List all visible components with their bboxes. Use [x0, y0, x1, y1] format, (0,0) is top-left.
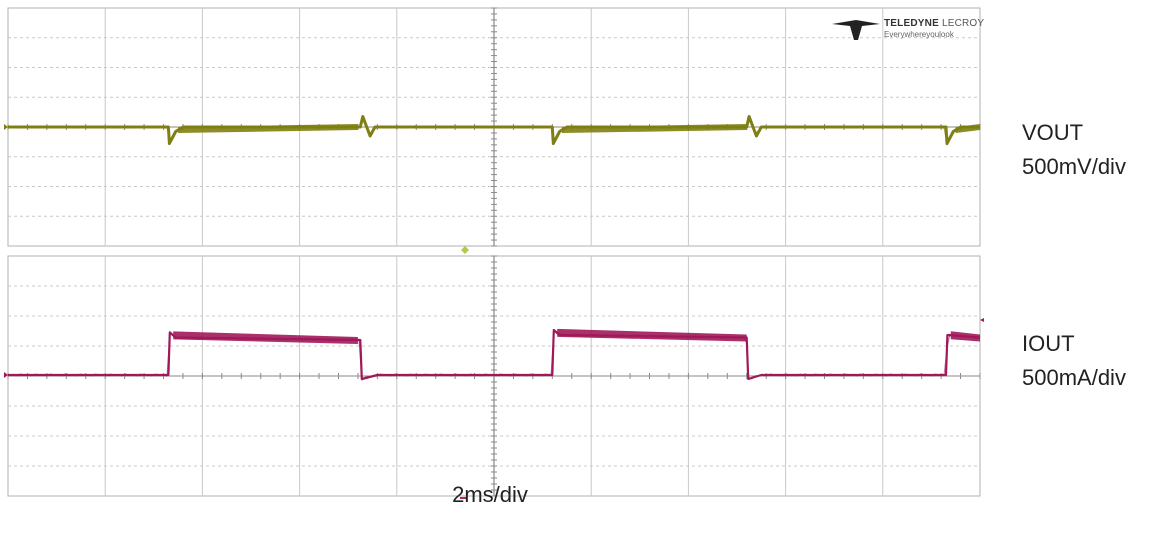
teledyne-bird-icon — [832, 20, 880, 40]
vout-trace — [7, 115, 980, 147]
iout-offset-marker — [980, 318, 984, 322]
trigger-marker-top — [461, 246, 469, 254]
iout-ground-marker — [4, 372, 8, 378]
vout-name: VOUT — [1022, 120, 1084, 145]
iout-noise — [7, 329, 978, 382]
channel-markers — [4, 124, 984, 499]
logo-brand-bold: TELEDYNE — [884, 18, 939, 29]
logo-tagline: Everywhereyoulook — [884, 30, 954, 39]
timebase-label: 2ms/div — [452, 482, 528, 507]
vout-channel-label: VOUT 500mV/div — [1022, 116, 1126, 184]
vout-noise — [7, 116, 978, 147]
iout-ripple-band — [950, 331, 980, 342]
vout-ripple-band — [178, 124, 358, 133]
iout-name: IOUT — [1022, 331, 1075, 356]
vout-scale: 500mV/div — [1022, 154, 1126, 179]
logo-brand-light: LECROY — [941, 18, 985, 29]
vout-ripple-band — [562, 124, 747, 133]
oscilloscope-display — [4, 7, 984, 499]
iout-channel-label: IOUT 500mA/div — [1022, 327, 1126, 395]
vout-ground-marker — [4, 124, 8, 130]
vout-ripple-band — [955, 124, 980, 133]
iout-trace — [7, 328, 981, 382]
logo-brand: TELEDYNE LECROY — [884, 18, 984, 29]
iout-ripple-band — [173, 331, 358, 344]
iout-scale: 500mA/div — [1022, 365, 1126, 390]
teledyne-lecroy-logo: TELEDYNE LECROY Everywhereyoulook — [832, 18, 984, 46]
